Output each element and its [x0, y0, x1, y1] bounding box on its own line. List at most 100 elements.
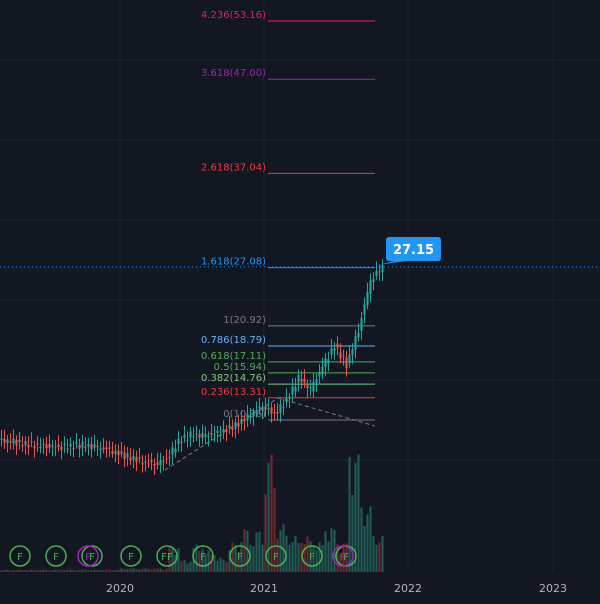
- event-marker[interactable]: F: [45, 545, 67, 567]
- volume-bar: [312, 546, 315, 572]
- volume-bar: [378, 542, 381, 572]
- candle-body: [171, 447, 174, 455]
- candle-body: [105, 447, 108, 450]
- event-marker[interactable]: F: [120, 545, 142, 567]
- fib-level-label: 3.618(47.00): [201, 68, 266, 79]
- event-marker[interactable]: F: [265, 545, 287, 567]
- candle-body: [135, 456, 138, 463]
- candle-body: [204, 434, 207, 437]
- event-marker[interactable]: F: [332, 545, 354, 567]
- volume-bar: [135, 568, 138, 572]
- candle-body: [117, 450, 120, 456]
- candle-body: [231, 428, 234, 431]
- fib-level-label: 2.618(37.04): [201, 162, 266, 173]
- candle-body: [288, 397, 291, 399]
- volume-bar: [318, 542, 321, 572]
- candle-body: [246, 413, 249, 421]
- volume-bar: [9, 570, 12, 572]
- volume-bar: [381, 536, 384, 572]
- event-markers[interactable]: F F F F FF F F F F FF F: [9, 545, 357, 567]
- volume-bar: [306, 536, 309, 572]
- candle-body: [108, 447, 111, 449]
- time-axis-tick-label: 2022: [394, 582, 422, 595]
- candle-body: [357, 332, 360, 338]
- candle-body: [168, 457, 171, 459]
- candle-body: [315, 379, 318, 383]
- candle-body: [156, 462, 159, 465]
- volume-bar: [39, 570, 42, 572]
- candle-body: [267, 407, 270, 410]
- candle-body: [360, 318, 363, 331]
- volume-bar: [60, 569, 63, 572]
- event-marker[interactable]: F: [81, 545, 103, 567]
- volume-bar: [15, 569, 18, 572]
- candle-body: [153, 464, 156, 466]
- candle-body: [150, 460, 153, 463]
- volume-bar: [279, 530, 282, 572]
- candle-body: [294, 386, 297, 392]
- volume-bar: [63, 570, 66, 572]
- candle-body: [21, 445, 24, 447]
- candle-body: [342, 355, 345, 357]
- candle-body: [210, 432, 213, 435]
- candle-body: [165, 458, 168, 460]
- volume-bar: [219, 557, 222, 572]
- volume-bar: [228, 550, 231, 572]
- fibonacci-extension[interactable]: 4.236(53.16) 3.618(47.00) 2.618(37.04) 1.61…: [201, 10, 375, 421]
- volume-bar: [147, 568, 150, 572]
- candle-body: [273, 411, 276, 413]
- candle-body: [333, 348, 336, 351]
- candles: [0, 259, 384, 475]
- candle-body: [264, 406, 267, 410]
- candle-body: [375, 270, 378, 277]
- event-marker-label: F: [273, 552, 279, 563]
- candle-body: [129, 457, 132, 461]
- candle-body: [279, 404, 282, 413]
- candle-body: [18, 439, 21, 442]
- volume-bar: [126, 569, 129, 572]
- volume-bar: [210, 554, 213, 572]
- candle-body: [351, 349, 354, 356]
- volume-bar: [282, 524, 285, 572]
- volume-bar: [114, 570, 117, 572]
- volume-bar: [264, 494, 267, 572]
- candle-body: [54, 447, 57, 449]
- candle-body: [222, 428, 225, 433]
- volume-bar: [357, 454, 360, 572]
- fib-level-label: 0.5(15.94): [214, 362, 266, 373]
- candle-body: [69, 443, 72, 447]
- volume-bar: [66, 569, 69, 572]
- volume-bar: [87, 570, 90, 572]
- volume-bar: [303, 544, 306, 572]
- volume-bar: [162, 569, 165, 572]
- price-callout-label: 27.15: [393, 243, 434, 258]
- event-marker-badge: [192, 545, 214, 567]
- fib-level-label: 0.618(17.11): [201, 351, 266, 362]
- volume-bar: [36, 570, 39, 572]
- candle-body: [261, 406, 264, 410]
- volume-bar: [291, 542, 294, 572]
- candle-body: [99, 448, 102, 451]
- candle-body: [303, 378, 306, 383]
- volume-bar: [159, 568, 162, 572]
- event-marker[interactable]: F: [229, 545, 251, 567]
- volume-bar: [351, 494, 354, 572]
- volume-bar: [57, 569, 60, 572]
- volume-bar: [90, 569, 93, 572]
- event-marker[interactable]: F: [301, 545, 323, 567]
- volume-bar: [189, 561, 192, 572]
- fib-level-label: 0.382(14.76): [201, 373, 266, 384]
- volume-bar: [129, 568, 132, 572]
- event-marker[interactable]: F: [9, 545, 31, 567]
- candle-body: [336, 343, 339, 348]
- event-marker[interactable]: F: [77, 545, 99, 567]
- volume-bar: [327, 541, 330, 572]
- volume-bar: [156, 568, 159, 572]
- event-marker[interactable]: FF: [156, 545, 178, 567]
- candle-body: [87, 443, 90, 447]
- event-marker[interactable]: F: [192, 545, 214, 567]
- volume-bar: [255, 532, 258, 572]
- event-marker-label: F: [237, 552, 243, 563]
